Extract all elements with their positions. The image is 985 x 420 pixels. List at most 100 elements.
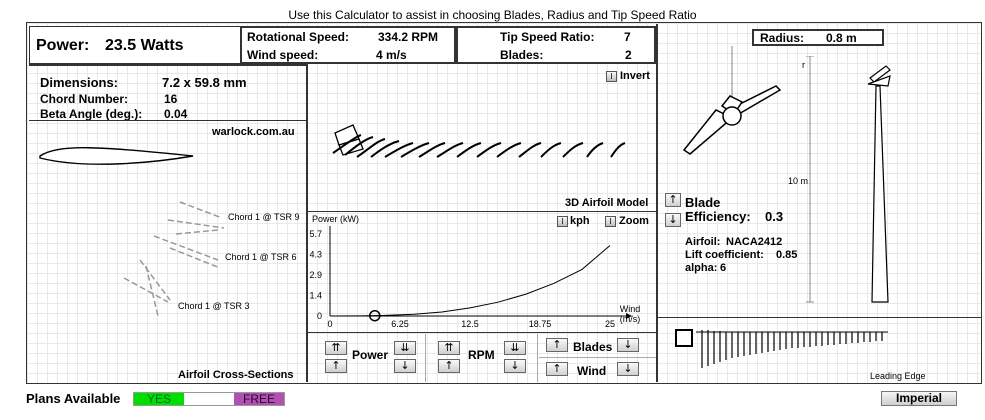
power-curve (329, 245, 611, 317)
chord-tsr6-label: Chord 1 @ TSR 6 (225, 252, 297, 262)
efficiency-label: Efficiency: (685, 209, 751, 224)
wind-down-button[interactable]: ↓ (617, 362, 639, 376)
power-up-fast-button[interactable]: ⇈ (325, 341, 347, 355)
divider-left (306, 64, 308, 382)
rpm-up-fast-button[interactable]: ⇈ (438, 341, 460, 355)
rotational-speed-label: Rotational Speed: (247, 30, 350, 44)
power-chart: Power (kW) Wind (m/s) 0 6.25 12.5 18.75 25 0 1.… (309, 214, 641, 329)
leading-edge-label: Leading Edge (870, 371, 926, 381)
chart-xlabel: Wind (m/s) (620, 304, 641, 324)
power-down-fast-button[interactable]: ⇊ (394, 341, 416, 355)
beta-angle-label: Beta Angle (deg.): (40, 107, 143, 121)
blades-label: Blades: (500, 48, 544, 62)
current-wind-marker (369, 309, 381, 322)
alpha-value: 6 (720, 262, 727, 274)
y-tick-label: 2.9 (309, 270, 322, 280)
blade-down-button[interactable]: ↓ (665, 213, 681, 227)
airfoil-3d-model (332, 124, 626, 158)
imperial-button[interactable]: Imperial (881, 391, 957, 406)
zoom-label: Zoom (619, 215, 649, 227)
airfoil-profile (39, 147, 194, 165)
power-value: 23.5 Watts (105, 37, 184, 54)
tsr-label: Tip Speed Ratio: (500, 30, 595, 44)
model-label: 3D Airfoil Model (565, 197, 649, 209)
rpm-up-button[interactable]: ↑ (438, 359, 460, 373)
blades-value: 2 (625, 48, 632, 62)
chord-tsr9-label: Chord 1 @ TSR 9 (228, 212, 300, 222)
efficiency-value: 0.3 (765, 209, 784, 224)
plans-free-text: FREE (242, 392, 275, 406)
airfoil-label: Airfoil: (685, 236, 721, 248)
chart-ylabel: Power (kW) (312, 214, 359, 224)
divider-chart-controls (307, 332, 656, 333)
rpm-down-button[interactable]: ↓ (504, 359, 526, 373)
dimensions-label: Dimensions: (40, 75, 119, 90)
divider-right-bottom (657, 317, 982, 318)
x-tick-label: 25 (605, 319, 615, 329)
dimensions-panel (29, 64, 307, 120)
blade-planform-drawing (675, 329, 888, 368)
chord-tsr3-label: Chord 1 @ TSR 3 (178, 301, 250, 311)
divider-ctl1 (425, 334, 426, 382)
wind-control-label: Wind (577, 364, 607, 378)
tsr-box: Tip Speed Ratio: 7 Blades: 2 (456, 26, 656, 64)
blade-up-button[interactable]: ↑ (665, 193, 681, 207)
power-label: Power: (36, 37, 90, 54)
alpha-label: alpha: (685, 262, 718, 274)
rotor-blade-drawing (682, 46, 782, 155)
blades-up-button[interactable]: ↑ (546, 338, 568, 352)
divider-h-left (29, 120, 307, 121)
lift-coefficient-label: Lift coefficient: (685, 249, 764, 261)
divider-ctl3 (539, 357, 656, 358)
plans-yes-badge[interactable]: YES (134, 393, 184, 405)
tower-drawing: r 10 m (788, 56, 891, 303)
lift-coefficient-value: 0.85 (776, 249, 798, 261)
plans-free-badge[interactable]: FREE (234, 393, 284, 405)
kph-label: kph (570, 215, 590, 227)
y-tick-label: 0 (317, 311, 322, 321)
divider-model-chart (307, 211, 656, 212)
page-title: Use this Calculator to assist in choosin… (288, 8, 697, 22)
rpm-control-label: RPM (468, 348, 495, 362)
y-tick-label: 4.3 (309, 250, 322, 260)
blades-control-label: Blades (573, 340, 613, 354)
chart-x-arrow (626, 313, 632, 319)
y-tick-label: 5.7 (309, 229, 322, 239)
calculator-frame (26, 22, 982, 384)
airfoil-cross-sections-label: Airfoil Cross-Sections (178, 369, 294, 381)
x-tick-label: 6.25 (391, 319, 409, 329)
tower-r-label: r (802, 60, 805, 70)
invert-toggle[interactable]: I (606, 71, 617, 82)
tsr-value: 7 (624, 30, 631, 44)
plans-yes-text: YES (146, 392, 171, 406)
site-label: warlock.com.au (212, 126, 295, 138)
y-tick-label: 1.4 (309, 291, 322, 301)
chord-sections-drawing (123, 201, 225, 317)
wind-speed-value: 4 m/s (376, 48, 407, 62)
divider-right (656, 24, 658, 382)
tower-height-label: 10 m (788, 176, 808, 186)
invert-label: Invert (620, 70, 650, 82)
chord-number-value: 16 (164, 92, 178, 106)
x-tick-label: 12.5 (461, 319, 479, 329)
power-down-button[interactable]: ↓ (394, 359, 416, 373)
chord-number-label: Chord Number: (40, 92, 128, 106)
speed-box: Rotational Speed: 334.2 RPM Wind speed: … (240, 26, 456, 64)
divider-ctl2 (537, 334, 538, 382)
radius-box: Radius: 0.8 m (752, 29, 884, 46)
plans-available-label: Plans Available (26, 391, 121, 406)
zoom-toggle[interactable]: I (605, 216, 616, 227)
imperial-button-label: Imperial (895, 391, 943, 405)
rpm-down-fast-button[interactable]: ⇊ (504, 341, 526, 355)
radius-value: 0.8 m (826, 31, 857, 45)
radius-label: Radius: (760, 31, 805, 45)
kph-toggle[interactable]: I (557, 216, 568, 227)
wind-up-button[interactable]: ↑ (546, 362, 568, 376)
blades-down-button[interactable]: ↓ (617, 338, 639, 352)
blade-label: Blade (685, 195, 721, 210)
rotational-speed-value: 334.2 RPM (378, 30, 439, 44)
power-up-button[interactable]: ↑ (325, 359, 347, 373)
dimensions-value: 7.2 x 59.8 mm (162, 75, 247, 90)
beta-angle-value: 0.04 (164, 107, 188, 121)
power-control-label: Power (352, 348, 389, 362)
